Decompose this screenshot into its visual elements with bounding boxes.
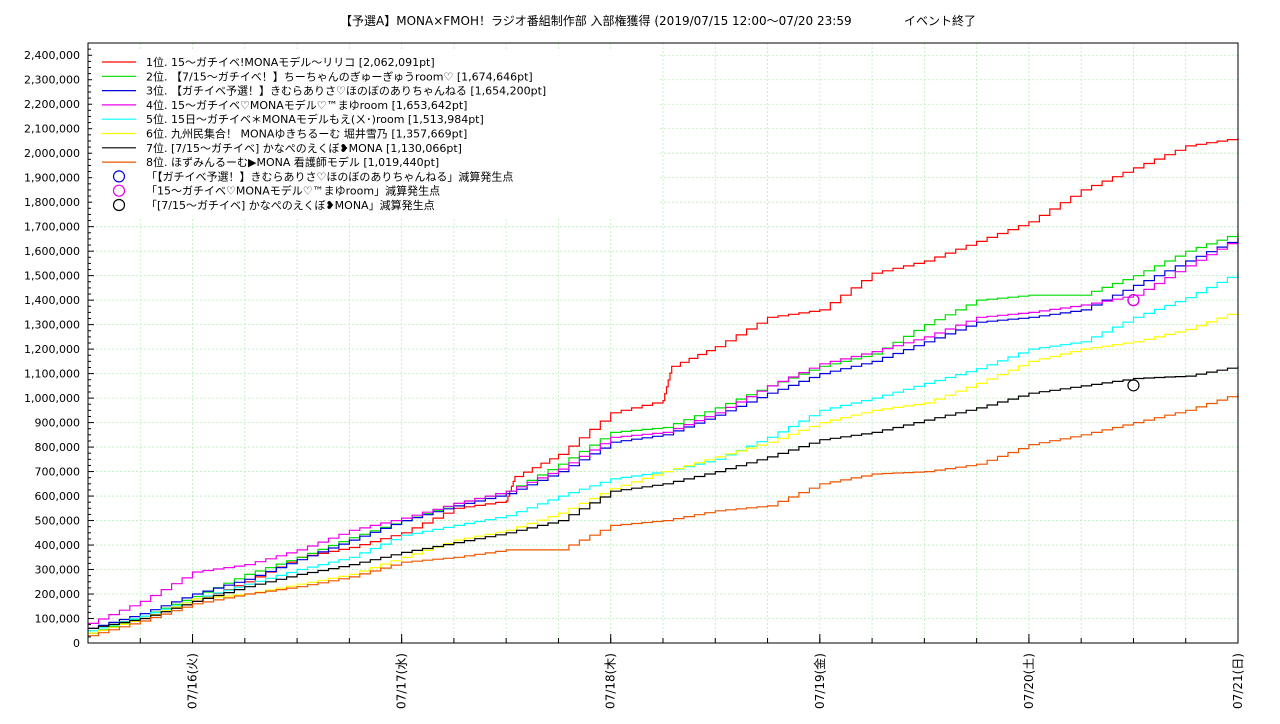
y-tick-label: 300,000 — [35, 564, 81, 577]
legend-entry: 1位. 15〜ガチイベ!MONAモデル〜リリコ [2,062,091pt] — [146, 55, 435, 69]
y-tick-label: 2,000,000 — [24, 147, 80, 160]
subtraction-marker — [1127, 379, 1140, 392]
y-tick-label: 2,400,000 — [24, 49, 80, 62]
y-tick-label: 1,200,000 — [24, 343, 80, 356]
x-tick-label: 07/18(木) — [604, 653, 618, 709]
subtraction-marker — [1127, 294, 1140, 307]
series-line — [88, 310, 1239, 634]
x-tick-label: 07/21(日) — [1231, 653, 1245, 709]
y-tick-label: 1,800,000 — [24, 196, 80, 209]
chart-title: 【予選A】MONA×FMOH！ラジオ番組制作部 入部権獲得 (2019/07/1… — [340, 13, 852, 28]
legend-entry: 8位. ほずみんるーむ▶MONA 看護師モデル [1,019,440pt] — [146, 155, 439, 169]
legend-entry: 5位. 15日〜ガチイベ＊MONAモデルもえ(ㄨ･)room [1,513,98… — [146, 112, 484, 126]
y-tick-label: 700,000 — [35, 466, 81, 479]
y-tick-label: 1,600,000 — [24, 245, 80, 258]
series-line — [88, 232, 1239, 634]
y-tick-label: 2,200,000 — [24, 98, 80, 111]
y-tick-label: 1,500,000 — [24, 270, 80, 283]
legend-entry: 「15〜ガチイベ♡MONAモデル♡™まゆroom」減算発生点 — [146, 184, 440, 198]
series-line — [88, 366, 1239, 629]
subtraction-markers — [1127, 294, 1140, 392]
series-line — [88, 237, 1239, 629]
y-tick-label: 200,000 — [35, 588, 81, 601]
x-tick-label: 07/20(土) — [1022, 653, 1036, 709]
series-lines — [88, 138, 1239, 637]
y-tick-label: 600,000 — [35, 490, 81, 503]
x-tick-label: 07/19(金) — [812, 653, 827, 709]
series-line — [88, 238, 1239, 624]
legend-entry: 2位. 【7/15〜ガチイベ！】ちーちゃんのぎゅーぎゅうroom♡ [1,674… — [146, 69, 533, 83]
legend-entry: 3位. 【ガチイベ予選！】きむらありさ♡ほのぼのありちゃんねる [1,654,2… — [146, 84, 546, 98]
event-status: イベント終了 — [904, 13, 976, 28]
y-tick-label: 1,400,000 — [24, 294, 80, 307]
legend-marker-swatch — [112, 198, 126, 212]
y-tick-label: 900,000 — [35, 417, 81, 430]
x-tick-label: 07/16(火) — [186, 653, 200, 709]
legend-entry: 7位. [7/15〜ガチイベ] かなぺのえくぼ❥MONA [1,130,066p… — [146, 141, 462, 155]
y-tick-label: 1,900,000 — [24, 172, 80, 185]
y-tick-label: 1,300,000 — [24, 319, 80, 332]
y-tick-label: 800,000 — [35, 441, 81, 454]
y-tick-label: 100,000 — [35, 613, 81, 626]
legend-entry: 6位. 九州民集合！ MONAゆきちるーむ 堀井雪乃 [1,357,669pt] — [146, 127, 467, 141]
y-tick-label: 1,000,000 — [24, 392, 80, 405]
legend-marker-swatch — [112, 184, 126, 197]
y-axis-ticks: 0 100,000 200,000 300,000 400,000 500,000 600,… — [24, 48, 94, 650]
legend: 1位. 15〜ガチイベ!MONAモデル〜リリコ [2,062,091pt]2位.… — [92, 50, 660, 217]
plot-frame — [87, 42, 1239, 644]
y-tick-label: 1,700,000 — [24, 221, 80, 234]
y-tick-label: 2,300,000 — [24, 74, 80, 87]
legend-entry: 4位. 15〜ガチイベ♡MONAモデル♡™まゆroom [1,653,642pt… — [146, 98, 467, 112]
y-tick-label: 0 — [73, 637, 80, 650]
y-tick-label: 500,000 — [35, 515, 81, 528]
y-tick-label: 2,100,000 — [24, 123, 80, 136]
y-tick-label: 400,000 — [35, 539, 81, 552]
legend-entry: 「【ガチイベ予選！】きむらありさ♡ほのぼのありちゃんねる」減算発生点 — [146, 169, 513, 183]
x-tick-label: 07/17(水) — [395, 653, 409, 709]
legend-background — [92, 50, 660, 217]
x-axis-ticks: 07/16(火) 07/17(水) 07/18(木) 07/19(金) 07/20(土)… — [87, 634, 1245, 709]
series-line — [88, 393, 1239, 637]
legend-entry: 「[7/15〜ガチイベ] かなぺのえくぼ❥MONA」減算発生点 — [146, 198, 435, 212]
y-tick-label: 1,100,000 — [24, 368, 80, 381]
legend-marker-swatch — [112, 170, 126, 183]
